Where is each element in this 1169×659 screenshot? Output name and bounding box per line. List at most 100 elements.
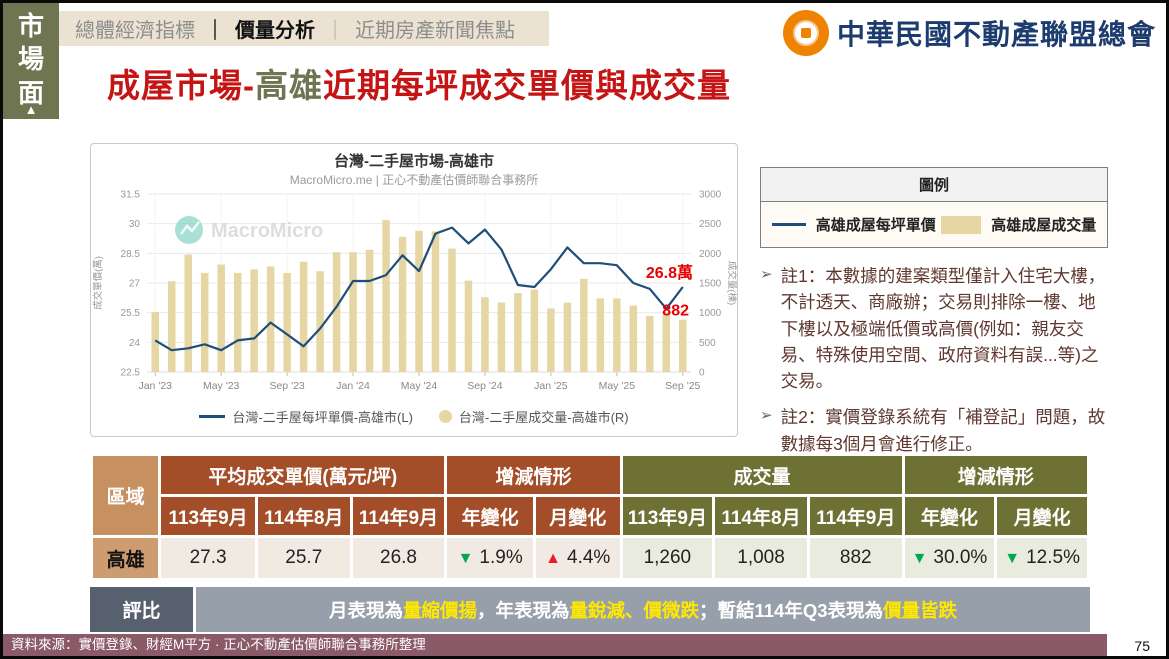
region-column-header: 區域 bbox=[93, 456, 159, 535]
svg-text:成交量(棟): 成交量(棟) bbox=[726, 261, 737, 305]
table-row: 高雄 27.3 25.7 26.8 ▼ 1.9% ▲ 4.4% 1,260 1,00… bbox=[93, 538, 1087, 578]
price-yoy-value: 1.9% bbox=[479, 547, 523, 568]
svg-text:25.5: 25.5 bbox=[121, 308, 141, 319]
price-mom-cell: ▲ 4.4% bbox=[535, 538, 620, 578]
svg-text:3000: 3000 bbox=[699, 190, 722, 201]
note-2: ➢ 註2：實價登錄系統有「補登記」問題，故數據每3個月會進行修正。 bbox=[760, 404, 1108, 457]
volume-yoy-value: 30.0% bbox=[933, 547, 988, 568]
chart-card: 台灣-二手屋市場-高雄市 MacroMicro.me | 正心不動產估價師聯合事務… bbox=[90, 143, 738, 437]
note-1: ➢ 註1：本數據的建案類型僅計入住宅大樓，不計透天、商廠辦；交易則排除一樓、地下… bbox=[760, 263, 1108, 394]
volume-yoy-cell: ▼ 30.0% bbox=[904, 538, 995, 578]
arrow-bullet-icon: ➢ bbox=[760, 266, 773, 283]
bar-series-label: 台灣-二手屋成交量-高雄市(R) bbox=[458, 410, 629, 425]
rating-highlight: 量銳減、價微跌 bbox=[569, 599, 699, 621]
title-segment-3: 近期每坪成交單價與成交量 bbox=[323, 67, 731, 104]
title-segment-1: 成屋市場- bbox=[107, 67, 255, 104]
price-cell: 26.8 bbox=[352, 538, 445, 578]
source-bar: 資料來源：實價登錄、財經M平方 · 正心不動產估價師聯合事務所整理 bbox=[3, 634, 1107, 656]
legend-box-bar-item: 高雄成屋成交量 bbox=[941, 214, 1096, 235]
price-line-swatch-icon bbox=[771, 223, 806, 226]
sidebar-tab-label: 市場面 bbox=[17, 11, 44, 108]
price-volume-chart: 台灣-二手屋市場-高雄市 MacroMicro.me | 正心不動產估價師聯合事務… bbox=[92, 152, 738, 392]
rating-row: 評比 月表現為 量縮價揚 ，年表現為 量銳減、價微跌 ；暫結114年Q3表現為 價量皆跌 bbox=[90, 587, 1090, 632]
svg-text:882: 882 bbox=[662, 303, 689, 320]
chart-legend: 台灣-二手屋每坪單價-高雄市(L) 台灣-二手屋成交量-高雄市(R) bbox=[91, 407, 737, 426]
tab-macro-indicators[interactable]: 總體經濟指標 bbox=[75, 20, 195, 42]
tab-separator: ｜ bbox=[205, 20, 225, 42]
note-2-text: 註2：實價登錄系統有「補登記」問題，故數據每3個月會進行修正。 bbox=[780, 407, 1106, 454]
month-header: 114年9月 bbox=[352, 497, 445, 535]
arrow-bullet-icon: ➢ bbox=[760, 407, 773, 425]
price-group-header: 平均成交單價(萬元/坪) bbox=[161, 456, 445, 494]
legend-box-line-item: 高雄成屋每坪單價 bbox=[771, 214, 936, 235]
bar-series-swatch-icon bbox=[438, 410, 452, 423]
rating-highlight: 量縮價揚 bbox=[402, 599, 477, 621]
price-change-group-header: 增減情形 bbox=[447, 456, 620, 494]
line-series-label: 台灣-二手屋每坪單價-高雄市(L) bbox=[232, 410, 413, 425]
svg-text:MacroMicro: MacroMicro bbox=[211, 220, 323, 242]
note-1-text: 註1：本數據的建案類型僅計入住宅大樓，不計透天、商廠辦；交易則排除一樓、地下樓以… bbox=[780, 266, 1106, 391]
yoy-header: 年變化 bbox=[447, 497, 533, 535]
svg-text:May '23: May '23 bbox=[203, 380, 240, 392]
chart-legend-line-item: 台灣-二手屋每坪單價-高雄市(L) bbox=[199, 407, 413, 426]
svg-text:Sep '24: Sep '24 bbox=[467, 380, 502, 392]
sidebar-tab-market[interactable]: 市場面 ▲ bbox=[3, 3, 59, 119]
up-arrow-icon: ▲ bbox=[24, 102, 38, 117]
svg-text:30: 30 bbox=[129, 219, 141, 230]
svg-text:台灣-二手屋市場-高雄市: 台灣-二手屋市場-高雄市 bbox=[334, 152, 494, 170]
yoy-header: 年變化 bbox=[904, 497, 995, 535]
month-header: 114年8月 bbox=[257, 497, 350, 535]
change-triangle-icon: ▼ bbox=[1004, 550, 1021, 567]
price-cell: 27.3 bbox=[161, 538, 255, 578]
mom-header: 月變化 bbox=[535, 497, 620, 535]
svg-text:24: 24 bbox=[129, 338, 141, 349]
tab-price-volume-analysis[interactable]: 價量分析 bbox=[235, 20, 315, 42]
svg-text:22.5: 22.5 bbox=[121, 368, 141, 379]
svg-text:Sep '23: Sep '23 bbox=[269, 380, 304, 392]
svg-text:MacroMicro.me | 正心不動產估價師聯合事務所: MacroMicro.me | 正心不動產估價師聯合事務所 bbox=[290, 172, 538, 187]
svg-text:26.8萬: 26.8萬 bbox=[646, 263, 693, 282]
region-cell: 高雄 bbox=[93, 538, 159, 578]
rating-highlight: 價量皆跌 bbox=[883, 599, 958, 621]
change-triangle-icon: ▼ bbox=[457, 550, 474, 567]
right-panel: 圖例 高雄成屋每坪單價 高雄成屋成交量 ➢ 註1：本數據的建案類型僅計入住宅大樓… bbox=[760, 167, 1108, 467]
month-header: 114年8月 bbox=[715, 497, 807, 535]
legend-box-title: 圖例 bbox=[761, 168, 1107, 202]
volume-change-group-header: 增減情形 bbox=[904, 456, 1087, 494]
change-triangle-icon: ▲ bbox=[545, 550, 561, 567]
rating-text: 月表現為 量縮價揚 ，年表現為 量銳減、價微跌 ；暫結114年Q3表現為 價量皆跌 bbox=[196, 587, 1090, 632]
volume-bar-label: 高雄成屋成交量 bbox=[991, 217, 1097, 234]
svg-text:May '25: May '25 bbox=[599, 380, 636, 392]
volume-cell: 1,260 bbox=[622, 538, 713, 578]
svg-text:27: 27 bbox=[129, 279, 141, 290]
svg-text:500: 500 bbox=[699, 338, 716, 349]
month-header: 113年9月 bbox=[622, 497, 713, 535]
title-segment-2: 高雄 bbox=[255, 67, 323, 104]
rating-plain: 月表現為 bbox=[328, 599, 403, 621]
price-yoy-cell: ▼ 1.9% bbox=[447, 538, 533, 578]
month-header: 114年9月 bbox=[809, 497, 902, 535]
org-logo: 中華民國不動產聯盟總會 bbox=[782, 10, 1156, 56]
change-triangle-icon: ▼ bbox=[911, 550, 928, 567]
rating-plain: ；暫結114年Q3表現為 bbox=[699, 599, 884, 621]
legend-box: 圖例 高雄成屋每坪單價 高雄成屋成交量 bbox=[760, 167, 1108, 248]
volume-bar-swatch-icon bbox=[941, 215, 982, 234]
svg-text:成交單價(萬): 成交單價(萬) bbox=[92, 256, 104, 310]
svg-text:1000: 1000 bbox=[699, 308, 722, 319]
page-number: 75 bbox=[1134, 638, 1150, 654]
org-emblem-icon bbox=[782, 10, 829, 56]
price-mom-value: 4.4% bbox=[567, 547, 611, 568]
price-cell: 25.7 bbox=[257, 538, 350, 578]
chart-legend-bar-item: 台灣-二手屋成交量-高雄市(R) bbox=[438, 407, 629, 426]
tab-recent-news[interactable]: 近期房產新聞焦點 bbox=[355, 20, 515, 42]
page-title: 成屋市場-高雄近期每坪成交單價與成交量 bbox=[107, 59, 731, 107]
volume-cell: 1,008 bbox=[715, 538, 807, 578]
tab-separator: ｜ bbox=[325, 20, 345, 42]
month-header: 113年9月 bbox=[161, 497, 255, 535]
svg-text:2000: 2000 bbox=[699, 249, 722, 260]
volume-mom-value: 12.5% bbox=[1026, 547, 1080, 568]
rating-plain: ，年表現為 bbox=[476, 599, 570, 621]
svg-text:Jan '23: Jan '23 bbox=[138, 380, 172, 392]
volume-mom-cell: ▼ 12.5% bbox=[997, 538, 1087, 578]
